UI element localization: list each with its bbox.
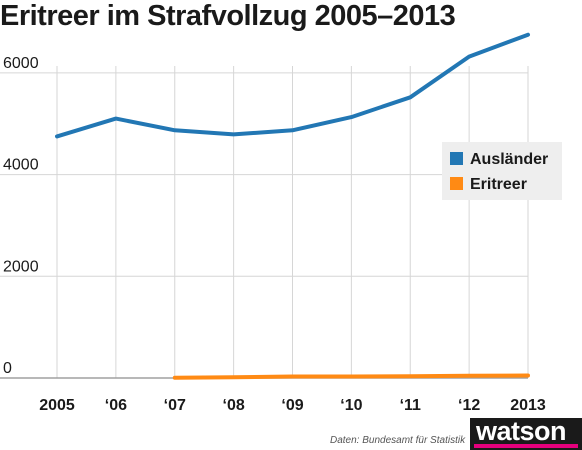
legend: Ausländer Eritreer	[442, 142, 562, 200]
watson-logo: watson	[470, 416, 582, 450]
x-tick-label: ‘07	[164, 397, 186, 414]
legend-swatch	[450, 177, 463, 190]
x-tick-label: ‘11	[400, 397, 421, 414]
legend-box	[442, 142, 562, 200]
grid-lines	[0, 66, 529, 379]
source-note: Daten: Bundesamt für Statistik	[330, 435, 466, 446]
x-tick-label: ‘12	[458, 397, 480, 414]
legend-label: Ausländer	[470, 151, 548, 168]
y-tick-label: 6000	[3, 55, 39, 72]
logo-accent-bar	[474, 444, 578, 448]
x-tick-label: ‘10	[340, 397, 362, 414]
y-tick-label: 2000	[3, 258, 39, 275]
y-axis-ticks: 0 2000 4000 6000	[3, 55, 39, 377]
x-tick-label: ‘08	[223, 397, 245, 414]
x-tick-label: ‘09	[281, 397, 303, 414]
y-tick-label: 0	[3, 360, 12, 377]
series-line-auslaender	[55, 32, 530, 139]
logo-text: watson	[476, 416, 567, 446]
legend-swatch	[450, 152, 463, 165]
x-tick-label: 2005	[39, 397, 75, 414]
series-line-eritreer	[172, 373, 530, 380]
x-axis-ticks: 2005 ‘06 ‘07 ‘08 ‘09 ‘10 ‘11 ‘12 2013	[39, 397, 546, 414]
legend-label: Eritreer	[470, 176, 527, 193]
x-tick-label: ‘06	[105, 397, 127, 414]
y-tick-label: 4000	[3, 157, 39, 174]
chart-title: Eritreer im Strafvollzug 2005–2013	[0, 0, 456, 32]
x-tick-label: 2013	[510, 397, 546, 414]
series-lines	[55, 32, 530, 380]
